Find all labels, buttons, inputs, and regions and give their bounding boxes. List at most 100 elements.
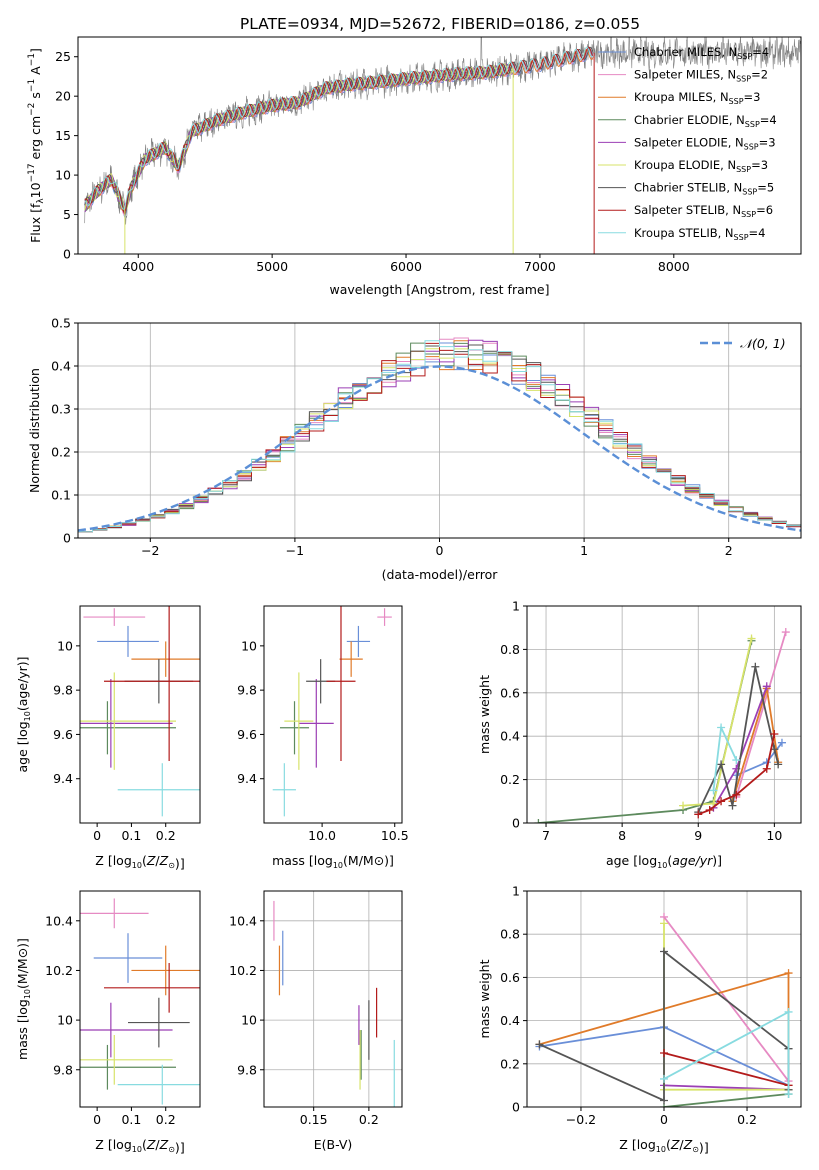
errorbar-kroupa-miles — [339, 641, 363, 677]
data-point-marker — [660, 947, 668, 956]
series-line — [697, 733, 776, 816]
errorbar-salpeter-miles — [80, 898, 149, 929]
series-line — [697, 666, 780, 813]
chart-massweight_vs_age: 7 8 9 10 0 0.2 0.4 0.6 0.8 1 age [log10(age/yr)] ma… — [477, 599, 802, 870]
legend-label-chabrier-elodie: Chabrier ELODIE, NSSP=4 — [634, 113, 777, 129]
data-point-marker — [660, 1096, 668, 1105]
y-tick-label: 10 — [55, 168, 71, 183]
x-tick-label: 0 — [93, 1112, 101, 1127]
x-tick-label: −0.2 — [566, 1112, 596, 1127]
x-axis-label: wavelength [Angstrom, rest frame] — [329, 282, 549, 297]
y-tick-label: 9.6 — [53, 727, 73, 742]
y-tick-label: 0.8 — [500, 927, 520, 942]
errorbar-chabrier-miles — [346, 625, 371, 657]
data-point-marker — [679, 801, 688, 810]
x-axis-label: E(B-V) — [314, 1137, 353, 1152]
series-line — [663, 1010, 790, 1094]
errorbar-chabrier-miles — [97, 625, 159, 657]
errorbar-salpeter-elodie — [298, 679, 334, 768]
errorbar-chabrier-miles — [93, 933, 163, 983]
x-axis-label: mass [log10(M/M⊙)] — [272, 853, 394, 870]
axes-frame — [79, 890, 201, 1108]
x-tick-label: 10.0 — [308, 828, 336, 843]
plots-layer: 4000 5000 6000 7000 80000510152025wavelength… — [15, 36, 802, 1155]
data-point-marker — [660, 919, 668, 928]
series-line — [538, 640, 753, 823]
legend-label-salpeter-elodie: Salpeter ELODIE, NSSP=3 — [634, 135, 776, 151]
axes-frame — [79, 605, 201, 824]
errorbar-chabrier-elodie — [279, 701, 310, 755]
errorbar-salpeter-stelib — [104, 963, 200, 1013]
data-point-marker — [751, 662, 760, 671]
data-point-marker — [717, 723, 726, 732]
plot-area — [80, 898, 200, 1105]
axes-frame — [77, 36, 802, 255]
errorbar-chabrier-elodie — [80, 1044, 176, 1090]
data-point-marker — [660, 1049, 668, 1057]
y-tick-label: 0.5 — [51, 316, 71, 331]
x-axis-label: age [log10(age/yr)] — [606, 853, 722, 870]
errorbar-kroupa-stelib — [117, 763, 200, 817]
x-tick-label: 0 — [660, 1112, 668, 1127]
errorbar-kroupa-elodie — [80, 1035, 173, 1085]
y-tick-label: 0.1 — [51, 488, 71, 503]
data-point-marker — [732, 756, 741, 765]
errorbar-kroupa-stelib — [117, 1064, 200, 1105]
y-tick-label: 5 — [63, 207, 71, 222]
y-tick-label: 0 — [63, 247, 71, 262]
data-point-marker — [784, 1007, 793, 1016]
data-point-marker — [728, 801, 737, 810]
series-line — [663, 1052, 789, 1087]
x-tick-label: 0.2 — [359, 1112, 379, 1127]
series-chabrier-elodie — [660, 1090, 793, 1107]
axes-frame — [263, 605, 403, 824]
figure-title: PLATE=0934, MJD=52672, FIBERID=0186, z=0… — [240, 15, 640, 33]
data-point-marker — [781, 628, 790, 637]
y-axis-label: mass weight — [477, 959, 492, 1038]
y-tick-label: 0.4 — [500, 1013, 520, 1028]
x-axis-label: Z [log10(Z/Z⊙)] — [619, 1137, 708, 1155]
model-line-salpeter-elodie — [84, 63, 514, 213]
x-tick-label: −1 — [286, 543, 304, 558]
y-tick-label: 0.4 — [500, 729, 520, 744]
plot-area — [84, 37, 801, 254]
data-point-marker — [747, 634, 756, 643]
y-tick-label: 9.4 — [53, 771, 73, 786]
model-line-kroupa-elodie — [84, 63, 514, 213]
data-point-marker — [784, 1090, 793, 1099]
axes-frame — [263, 890, 403, 1108]
data-point-marker — [777, 738, 786, 747]
histogram-chabrier-stelib — [78, 344, 801, 533]
legend-label-salpeter-miles: Salpeter MILES, NSSP=2 — [634, 68, 768, 84]
data-point-marker — [535, 1040, 544, 1049]
data-point-marker — [534, 819, 543, 823]
y-tick-label: 0.4 — [51, 359, 71, 374]
series-kroupa-stelib — [709, 723, 741, 795]
x-tick-label: 4000 — [122, 259, 154, 274]
y-tick-label: 9.8 — [53, 683, 73, 698]
errorbar-kroupa-miles — [131, 945, 200, 996]
y-tick-label: 0.2 — [51, 445, 71, 460]
series-salpeter-elodie — [660, 1081, 793, 1094]
plot-area — [78, 337, 801, 533]
y-tick-label: 0 — [63, 531, 71, 546]
model-line-salpeter-stelib — [84, 46, 594, 215]
errorbar-chabrier-stelib — [128, 997, 190, 1048]
x-tick-label: 0.2 — [156, 828, 176, 843]
data-point-marker — [762, 764, 771, 773]
x-axis-label: Z [log10(Z/Z⊙)] — [95, 1137, 184, 1155]
y-axis-label: mass weight — [477, 675, 492, 754]
y-tick-label: 9.8 — [237, 683, 257, 698]
x-tick-label: 0.2 — [156, 1112, 176, 1127]
chart-mass_vs_Z: 0 0.1 0.2 9.8 10 10.2 10.4 Z [log10(Z/Z⊙)] mass … — [15, 890, 201, 1155]
series-kroupa-elodie — [660, 919, 793, 1094]
errorbar-salpeter-elodie — [80, 679, 173, 768]
x-tick-label: 6000 — [390, 259, 422, 274]
errorbar-kroupa-elodie — [80, 672, 176, 770]
y-tick-label: 10 — [241, 638, 257, 653]
plot-area — [534, 628, 790, 823]
y-tick-label: 10 — [57, 638, 73, 653]
data-point-marker — [770, 730, 779, 739]
x-tick-label: 0 — [93, 828, 101, 843]
x-axis-label: (data-model)/error — [382, 567, 499, 582]
